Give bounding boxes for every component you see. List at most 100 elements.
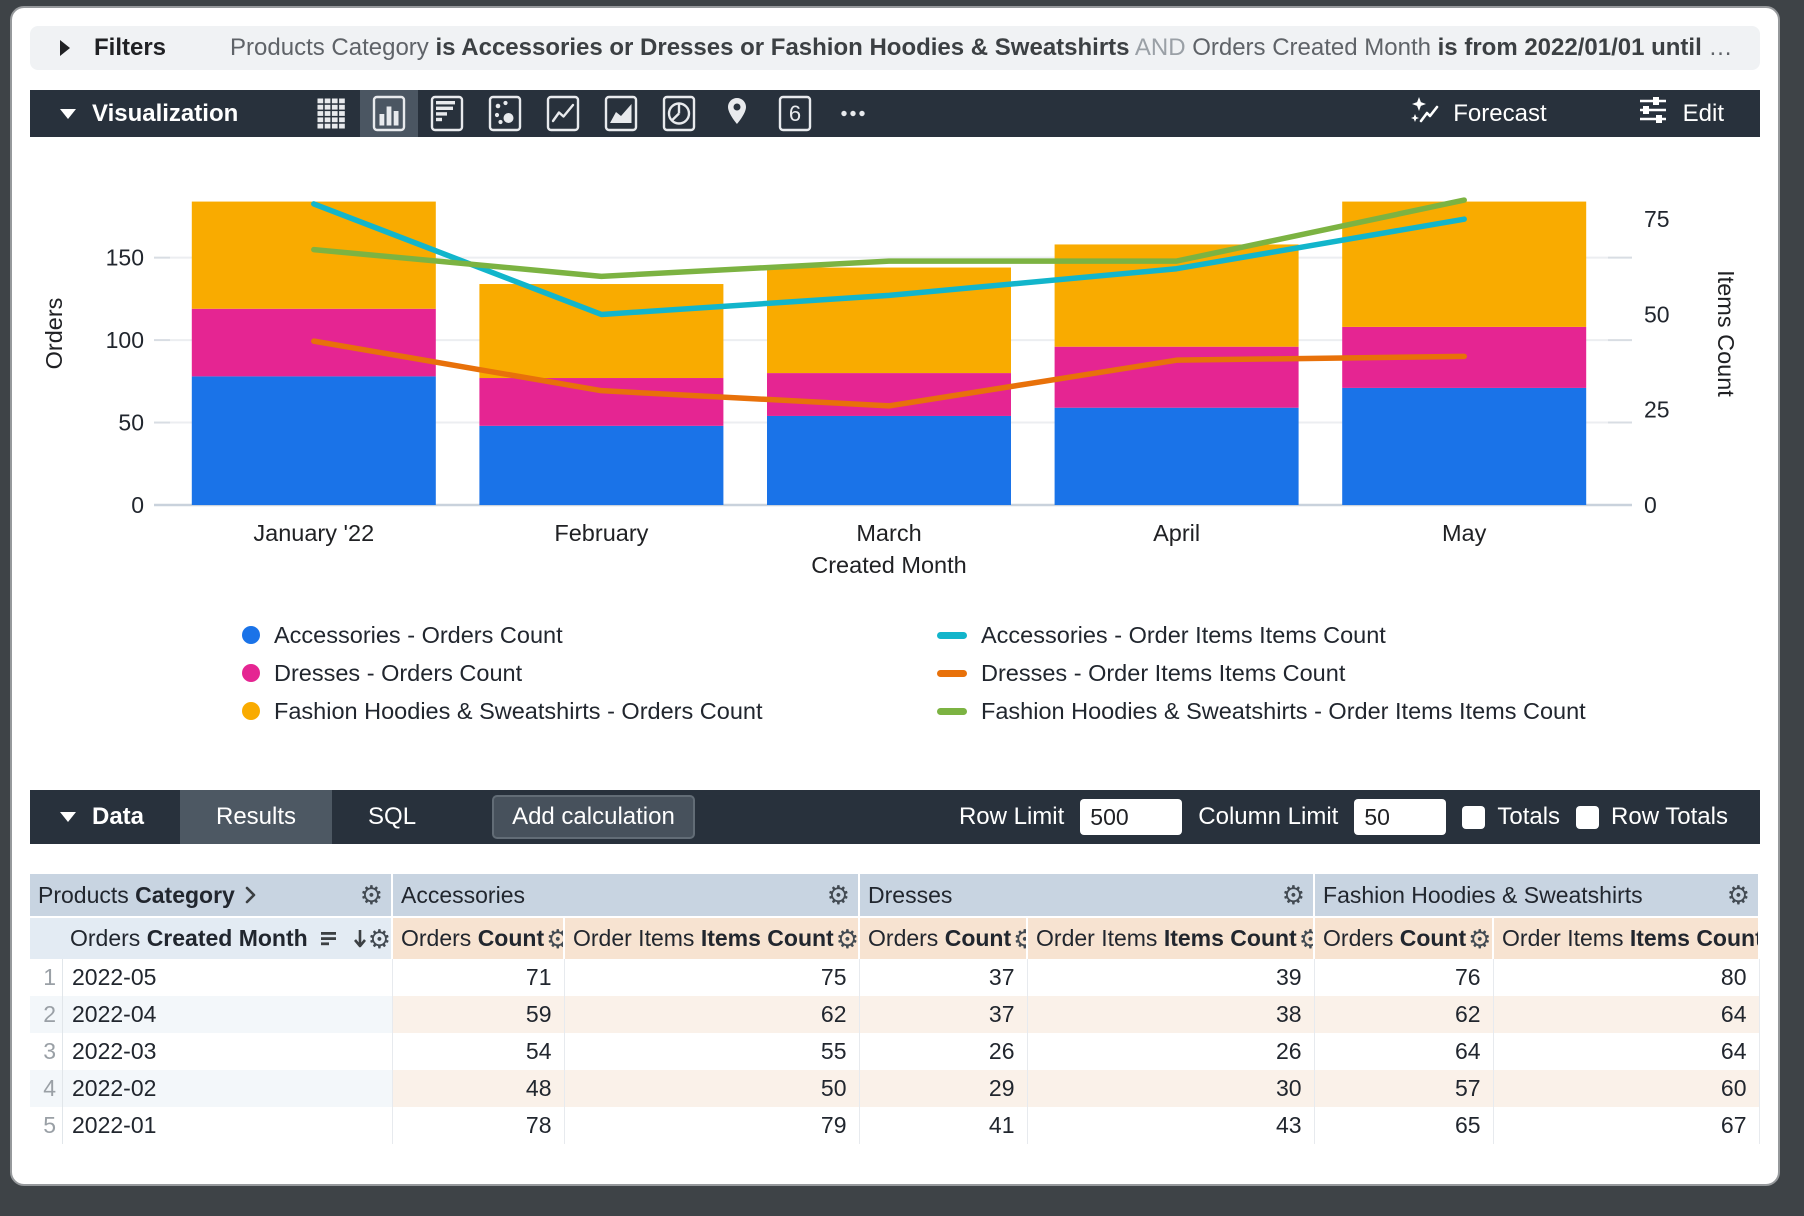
- bar-segment[interactable]: [479, 284, 724, 379]
- results-table-container: Products Category ⚙ Accessories ⚙ Dresses ⚙ Fa…: [30, 874, 1760, 1144]
- bar-segment[interactable]: [767, 415, 1011, 505]
- measure-column-header[interactable]: Order Items Items Count⚙: [1493, 917, 1760, 959]
- row-number: 3: [30, 1033, 63, 1070]
- table-row: 2 2022-04 59 62 37 38 62 64: [30, 996, 1760, 1033]
- bar-segment[interactable]: [767, 267, 1011, 374]
- measure-cell: 75: [564, 959, 860, 996]
- bar-chart-icon[interactable]: [418, 90, 476, 137]
- gear-icon[interactable]: ⚙: [1013, 926, 1025, 952]
- more-chart-types-icon[interactable]: [824, 90, 882, 137]
- explore-window: Filters Products Category is Accessories…: [10, 6, 1780, 1186]
- scatter-chart-icon[interactable]: [476, 90, 534, 137]
- measure-cell: 64: [1314, 1033, 1494, 1070]
- legend-item[interactable]: Dresses - Order Items Items Count: [937, 654, 1586, 692]
- table-row: 1 2022-05 71 75 37 39 76 80: [30, 959, 1760, 996]
- bar-segment[interactable]: [1342, 387, 1587, 505]
- x-axis-category-label: February: [554, 520, 648, 546]
- single-value-icon[interactable]: 6: [766, 90, 824, 137]
- chevron-right-icon[interactable]: [245, 885, 257, 905]
- visualization-collapse-caret-icon[interactable]: [60, 108, 76, 119]
- pie-chart-icon[interactable]: [650, 90, 708, 137]
- sort-descending-arrow-icon[interactable]: [352, 928, 368, 950]
- measure-column-header[interactable]: Order Items Items Count⚙: [1027, 917, 1316, 959]
- measure-cell: 76: [1314, 959, 1494, 996]
- data-title: Data: [92, 803, 145, 830]
- measure-cell: 26: [859, 1033, 1028, 1070]
- line-series[interactable]: [311, 201, 1467, 318]
- gear-icon[interactable]: ⚙: [1299, 926, 1312, 952]
- right-axis-tick-label: 75: [1644, 206, 1670, 232]
- measure-cell: 37: [859, 959, 1028, 996]
- measure-cell: 55: [564, 1033, 860, 1070]
- group-header-row: Products Category ⚙ Accessories ⚙ Dresses ⚙ Fa…: [30, 874, 1760, 918]
- row-limit-input[interactable]: [1080, 799, 1183, 835]
- gear-icon[interactable]: ⚙: [367, 923, 391, 954]
- measure-cell: 71: [392, 959, 565, 996]
- measure-group-header[interactable]: Fashion Hoodies & Sweatshirts ⚙: [1314, 874, 1760, 918]
- measure-group-header[interactable]: Accessories ⚙: [392, 874, 861, 918]
- legend-item[interactable]: Accessories - Order Items Items Count: [937, 616, 1586, 654]
- line-chart-icon[interactable]: [534, 90, 592, 137]
- measure-cell: 62: [564, 996, 860, 1033]
- gear-icon[interactable]: ⚙: [1726, 880, 1750, 910]
- dimension-column-header[interactable]: Orders Created Month ⚙: [30, 917, 393, 959]
- bar-segment[interactable]: [1054, 346, 1299, 408]
- tab-results[interactable]: Results: [180, 790, 333, 844]
- map-chart-icon[interactable]: [708, 90, 766, 137]
- measure-cell: 48: [392, 1070, 565, 1107]
- gear-icon[interactable]: ⚙: [1468, 923, 1492, 954]
- bar-segment[interactable]: [479, 425, 724, 505]
- chart-area: 0 50 100 150 0 25 50 75 January '22 February March…: [30, 137, 1760, 730]
- chart-legend: Accessories - Orders Count Dresses - Orde…: [30, 616, 1760, 730]
- legend-label: Fashion Hoodies & Sweatshirts - Order It…: [981, 697, 1586, 724]
- dimension-cell: 1 2022-05: [30, 959, 393, 996]
- bar-segment[interactable]: [191, 376, 436, 505]
- gear-icon[interactable]: ⚙: [546, 926, 562, 952]
- totals-checkbox[interactable]: [1462, 805, 1486, 829]
- column-limit-input[interactable]: [1354, 799, 1447, 835]
- edit-button[interactable]: Edit: [1637, 94, 1724, 133]
- row-number: 4: [30, 1070, 63, 1107]
- measure-column-header[interactable]: Orders Count⚙: [1314, 917, 1495, 959]
- gear-icon[interactable]: ⚙: [1281, 880, 1306, 910]
- measure-group-header[interactable]: Dresses ⚙: [859, 874, 1316, 918]
- row-number: 2: [30, 996, 63, 1033]
- data-collapse-caret-icon[interactable]: [60, 812, 76, 822]
- measure-column-header[interactable]: Order Items Items Count⚙: [564, 917, 861, 959]
- measure-column-header[interactable]: Orders Count⚙: [392, 917, 565, 959]
- measure-cell: 67: [1493, 1107, 1760, 1144]
- line-series[interactable]: [311, 338, 1467, 409]
- legend-label: Accessories - Order Items Items Count: [981, 621, 1386, 648]
- dimension-group-header[interactable]: Products Category ⚙: [30, 874, 393, 918]
- measure-column-header[interactable]: Orders Count⚙: [859, 917, 1029, 959]
- row-totals-checkbox[interactable]: [1576, 805, 1600, 829]
- tab-sql[interactable]: SQL: [368, 803, 417, 830]
- area-chart-icon[interactable]: [592, 90, 650, 137]
- bar-segment[interactable]: [1342, 201, 1587, 327]
- column-chart-icon[interactable]: [360, 90, 419, 137]
- filters-expand-caret-icon[interactable]: [60, 40, 70, 56]
- legend-circle-marker: [242, 702, 260, 720]
- table-chart-icon[interactable]: [302, 90, 360, 137]
- legend-item[interactable]: Accessories - Orders Count: [242, 616, 937, 654]
- results-table: Products Category ⚙ Accessories ⚙ Dresses ⚙ Fa…: [30, 874, 1760, 1144]
- left-axis-title: Orders: [41, 298, 67, 370]
- gear-icon[interactable]: ⚙: [826, 880, 851, 910]
- add-calculation-button[interactable]: Add calculation: [492, 795, 695, 839]
- measure-cell: 38: [1027, 996, 1315, 1033]
- filters-bar[interactable]: Filters Products Category is Accessories…: [30, 26, 1760, 70]
- legend-item[interactable]: Fashion Hoodies & Sweatshirts - Orders C…: [242, 692, 937, 730]
- forecast-button[interactable]: Forecast: [1409, 94, 1547, 133]
- line-series[interactable]: [311, 197, 1467, 280]
- legend-item[interactable]: Dresses - Orders Count: [242, 654, 937, 692]
- subtotal-sort-icon[interactable]: [320, 929, 340, 949]
- measure-cell: 59: [392, 996, 565, 1033]
- left-axis-tick-label: 150: [106, 245, 144, 271]
- bar-segment[interactable]: [479, 378, 724, 426]
- visualization-chart[interactable]: 0 50 100 150 0 25 50 75 January '22 February March…: [30, 137, 1760, 590]
- bar-segment[interactable]: [1054, 407, 1299, 505]
- legend-item[interactable]: Fashion Hoodies & Sweatshirts - Order It…: [937, 692, 1586, 730]
- gear-icon[interactable]: ⚙: [835, 923, 860, 954]
- data-bar: Data Results SQL Add calculation Row Limi…: [30, 790, 1760, 844]
- gear-icon[interactable]: ⚙: [359, 880, 383, 910]
